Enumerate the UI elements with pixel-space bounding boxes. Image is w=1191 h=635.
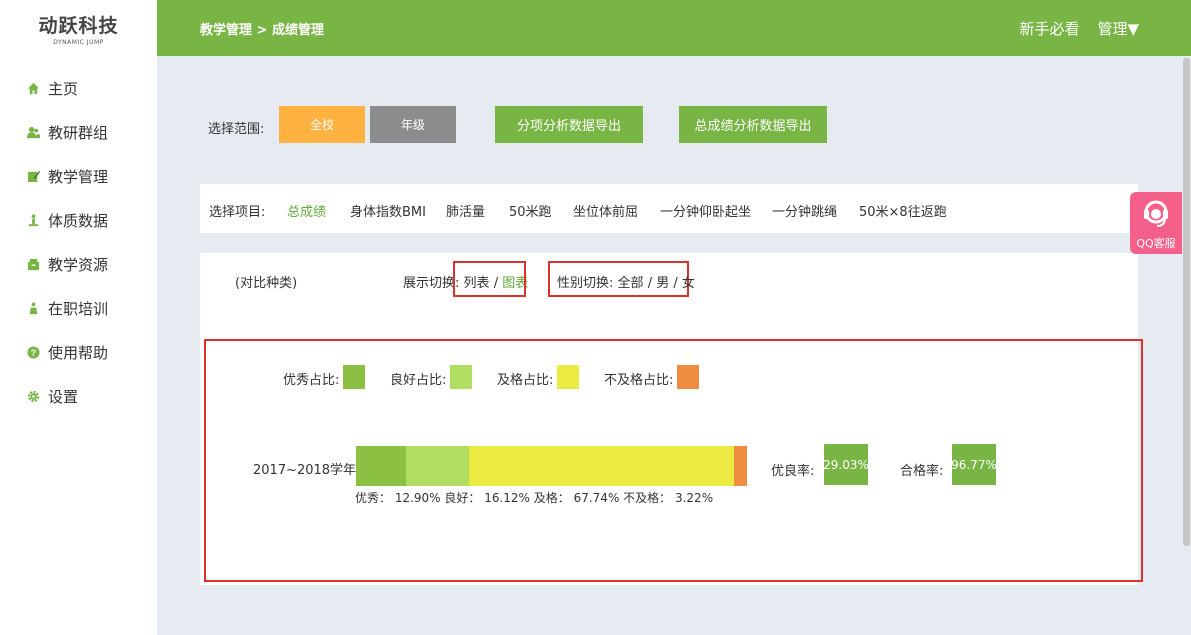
logo[interactable]: 动跃科技 DYNAMIC JUMP [0,0,157,56]
scrollbar-thumb[interactable] [1183,58,1190,546]
gear-icon [27,390,40,402]
nav-item-resources[interactable]: 教学资源 [0,242,157,286]
gender-switch-highlight [548,261,689,297]
sidebar: 动跃科技 DYNAMIC JUMP 主页 教研群组 教学管理 体质数据 教学资源… [0,0,157,635]
project-item-jump-rope[interactable]: 一分钟跳绳 [772,205,838,220]
excellent-rate-label: 优良率: [771,464,815,479]
nav-label: 主页 [48,79,79,98]
nav-label: 体质数据 [48,211,109,230]
nav-label: 在职培训 [48,299,109,318]
edit-icon [27,170,40,182]
legend-excellent-swatch [343,365,365,389]
bar-fail [734,446,747,486]
top-header: 教学管理 > 成绩管理 新手必看 管理▼ [157,0,1191,56]
qq-service-button[interactable]: QQ客服 [1130,192,1182,254]
gender-label: 性别切换: [557,276,614,291]
gender-switch: 性别切换: 全部 / 男 / 女 [557,272,695,291]
display-chart-option[interactable]: 图表 [502,276,529,291]
project-item-situps[interactable]: 一分钟仰卧起坐 [660,205,752,220]
bar-category-label: 2017~2018学年 [253,463,357,478]
bar-pass [469,446,734,486]
nav-item-settings[interactable]: 设置 [0,374,157,418]
excellent-rate-value: 29.03% [823,444,869,485]
help-icon: ? [27,345,40,359]
nav-label: 设置 [48,387,79,406]
legend-good-label: 良好占比: [390,373,447,388]
gender-male-option[interactable]: 男 [656,276,670,291]
project-item-sit-reach[interactable]: 坐位体前屈 [573,205,639,220]
separator: / [493,276,499,291]
gender-female-option[interactable]: 女 [681,276,695,291]
separator: / [673,276,678,291]
display-list-option[interactable]: 列表 [463,276,490,291]
nav-item-home[interactable]: 主页 [0,66,157,110]
separator: / [647,276,653,291]
project-item-bmi[interactable]: 身体指数BMI [350,205,426,220]
chart-highlight [204,339,1143,582]
trainer-icon [29,301,38,314]
figure-icon [28,213,39,226]
export-total-analysis-button[interactable]: 总成绩分析数据导出 [679,106,827,143]
legend-pass-label: 及格占比: [497,373,554,388]
headset-icon [1144,200,1168,227]
project-label: 选择项目: [209,205,266,220]
range-label: 选择范围: [208,122,265,137]
project-item-shuttle-run[interactable]: 50米×8往返跑 [859,205,947,220]
qq-service-label: QQ客服 [1136,237,1176,250]
legend-pass-swatch [557,365,579,389]
legend-excellent-label: 优秀占比: [283,373,340,388]
legend-fail-label: 不及格占比: [604,373,674,388]
whole-school-button[interactable]: 全校 [279,106,365,143]
pass-rate-label: 合格率: [900,464,944,479]
export-item-analysis-button[interactable]: 分项分析数据导出 [495,106,643,143]
nav-item-teaching[interactable]: 教学管理 [0,154,157,198]
scrollbar[interactable] [1181,56,1191,635]
manage-menu[interactable]: 管理▼ [1097,20,1139,38]
home-icon [27,82,40,94]
bar-excellent [356,446,406,486]
bar-good [406,446,469,486]
nav-menu: 主页 教研群组 教学管理 体质数据 教学资源 在职培训 ? 使用帮助 设置 [0,66,157,418]
grade-button[interactable]: 年级 [370,106,456,143]
logo-title: 动跃科技 [38,14,119,37]
nav-label: 教研群组 [48,123,109,142]
nav-item-research-group[interactable]: 教研群组 [0,110,157,154]
legend-good-swatch [450,365,472,389]
breadcrumb[interactable]: 教学管理 > 成绩管理 [200,23,324,38]
svg-text:?: ? [31,348,37,358]
nav-item-help[interactable]: ? 使用帮助 [0,330,157,374]
header-actions: 新手必看 管理▼ [1019,18,1139,39]
nav-label: 教学管理 [48,167,109,186]
nav-item-training[interactable]: 在职培训 [0,286,157,330]
nav-item-physique[interactable]: 体质数据 [0,198,157,242]
legend-fail-swatch [677,365,699,389]
display-switch: 展示切换: 列表 / 图表 [403,272,528,291]
compare-type[interactable]: (对比种类) [235,276,298,291]
folder-icon [27,258,40,270]
display-label: 展示切换: [403,276,460,291]
pass-rate-value: 96.77% [951,444,997,485]
bar-caption: 优秀： 12.90% 良好： 16.12% 及格： 67.74% 不及格： 3.… [355,491,714,505]
user-group-icon [27,126,40,138]
gender-all-option[interactable]: 全部 [617,276,644,291]
display-switch-highlight [453,261,526,297]
guide-link[interactable]: 新手必看 [1019,20,1080,38]
project-item-50m[interactable]: 50米跑 [509,205,552,220]
logo-subtitle: DYNAMIC JUMP [53,38,104,46]
nav-label: 使用帮助 [48,343,109,362]
result-panel: (对比种类) 展示切换: 列表 / 图表 [200,253,1138,585]
project-item-total[interactable]: 总成绩 [287,205,327,220]
project-item-lung[interactable]: 肺活量 [446,205,486,220]
project-selector: 选择项目: 总成绩 身体指数BMI 肺活量 50米跑 坐位体前屈 一分钟仰卧起坐… [200,184,1138,233]
nav-label: 教学资源 [48,255,109,274]
